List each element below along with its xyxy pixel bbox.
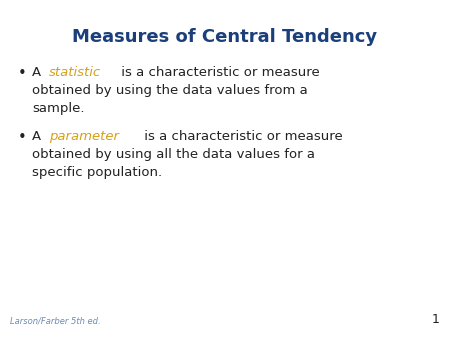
Text: is a characteristic or measure: is a characteristic or measure <box>140 130 342 143</box>
Text: obtained by using all the data values for a: obtained by using all the data values fo… <box>32 148 315 161</box>
Text: 1: 1 <box>432 313 440 326</box>
Text: A: A <box>32 66 45 79</box>
Text: statistic: statistic <box>49 66 101 79</box>
Text: •: • <box>18 66 27 81</box>
Text: is a characteristic or measure: is a characteristic or measure <box>117 66 319 79</box>
Text: obtained by using the data values from a: obtained by using the data values from a <box>32 84 308 97</box>
Text: specific population.: specific population. <box>32 166 162 179</box>
Text: A: A <box>32 130 45 143</box>
Text: sample.: sample. <box>32 102 85 115</box>
Text: parameter: parameter <box>49 130 119 143</box>
Text: Measures of Central Tendency: Measures of Central Tendency <box>72 28 378 46</box>
Text: •: • <box>18 130 27 145</box>
Text: Larson/Farber 5th ed.: Larson/Farber 5th ed. <box>10 317 101 326</box>
